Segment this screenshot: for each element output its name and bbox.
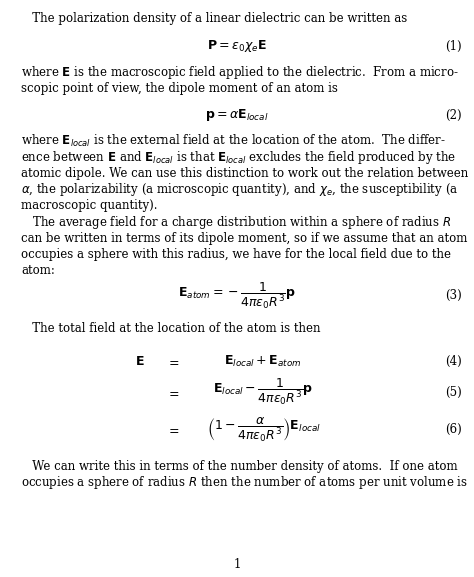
Text: where $\mathbf{E}$ is the macroscopic field applied to the dielectric.  From a m: where $\mathbf{E}$ is the macroscopic fi…: [21, 63, 459, 81]
Text: (2): (2): [446, 109, 462, 122]
Text: $=$: $=$: [166, 386, 180, 399]
Text: occupies a sphere with this radius, we have for the local field due to the: occupies a sphere with this radius, we h…: [21, 248, 451, 261]
Text: $=$: $=$: [166, 424, 180, 436]
Text: $=$: $=$: [166, 355, 180, 368]
Text: $\mathbf{P} = \epsilon_0 \chi_e \mathbf{E}$: $\mathbf{P} = \epsilon_0 \chi_e \mathbf{…: [207, 38, 267, 54]
Text: $\mathbf{E}$: $\mathbf{E}$: [135, 355, 145, 368]
Text: $\mathbf{E}_{local} - \dfrac{1}{4\pi\epsilon_0 R^3}\mathbf{p}$: $\mathbf{E}_{local} - \dfrac{1}{4\pi\eps…: [213, 377, 313, 407]
Text: $\mathbf{E}_{atom} = -\dfrac{1}{4\pi\epsilon_0 R^3}\mathbf{p}$: $\mathbf{E}_{atom} = -\dfrac{1}{4\pi\eps…: [178, 280, 296, 310]
Text: $\left(1 - \dfrac{\alpha}{4\pi\epsilon_0 R^3}\right)\mathbf{E}_{local}$: $\left(1 - \dfrac{\alpha}{4\pi\epsilon_0…: [208, 416, 321, 444]
Text: The total field at the location of the atom is then: The total field at the location of the a…: [21, 323, 321, 335]
Text: (5): (5): [446, 386, 462, 399]
Text: occupies a sphere of radius $R$ then the number of atoms per unit volume is: occupies a sphere of radius $R$ then the…: [21, 474, 468, 491]
Text: (4): (4): [446, 355, 462, 368]
Text: atom:: atom:: [21, 264, 55, 277]
Text: atomic dipole. We can use this distinction to work out the relation between: atomic dipole. We can use this distincti…: [21, 167, 469, 180]
Text: can be written in terms of its dipole moment, so if we assume that an atom: can be written in terms of its dipole mo…: [21, 232, 468, 245]
Text: macroscopic quantity).: macroscopic quantity).: [21, 200, 158, 212]
Text: $\alpha$, the polarizability (a microscopic quantity), and $\chi_e$, the suscept: $\alpha$, the polarizability (a microsco…: [21, 181, 459, 198]
Text: (1): (1): [446, 40, 462, 53]
Text: (6): (6): [446, 424, 462, 436]
Text: (3): (3): [446, 289, 462, 302]
Text: We can write this in terms of the number density of atoms.  If one atom: We can write this in terms of the number…: [21, 460, 458, 473]
Text: The average field for a charge distribution within a sphere of radius $R$: The average field for a charge distribut…: [21, 213, 452, 231]
Text: The polarization density of a linear dielectric can be written as: The polarization density of a linear die…: [21, 12, 408, 25]
Text: where $\mathbf{E}_{local}$ is the external field at the location of the atom.  T: where $\mathbf{E}_{local}$ is the extern…: [21, 133, 446, 149]
Text: scopic point of view, the dipole moment of an atom is: scopic point of view, the dipole moment …: [21, 82, 338, 95]
Text: $\mathbf{E}_{local} + \mathbf{E}_{atom}$: $\mathbf{E}_{local} + \mathbf{E}_{atom}$: [224, 354, 302, 369]
Text: $\mathbf{p} = \alpha \mathbf{E}_{local}$: $\mathbf{p} = \alpha \mathbf{E}_{local}$: [205, 107, 269, 123]
Text: ence between $\mathbf{E}$ and $\mathbf{E}_{local}$ is that $\mathbf{E}_{local}$ : ence between $\mathbf{E}$ and $\mathbf{E…: [21, 149, 456, 166]
Text: 1: 1: [233, 558, 241, 571]
